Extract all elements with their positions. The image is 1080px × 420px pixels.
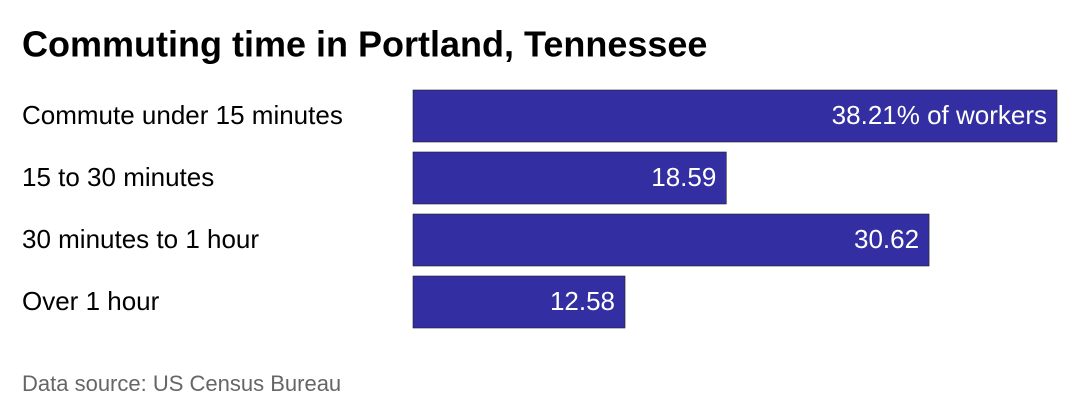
bar [412, 275, 626, 329]
value-label: 18.59 [651, 162, 716, 192]
value-label: 38.21% of workers [832, 100, 1047, 130]
category-label: Commute under 15 minutes [22, 100, 343, 130]
category-label: 15 to 30 minutes [22, 162, 214, 192]
bar [412, 89, 1058, 143]
category-label: Over 1 hour [22, 286, 160, 316]
bar [412, 151, 727, 205]
chart-title: Commuting time in Portland, Tennessee [22, 24, 707, 65]
source-note: Data source: US Census Bureau [22, 371, 341, 396]
value-label: 12.58 [550, 286, 615, 316]
bar [412, 213, 930, 267]
value-label: 30.62 [854, 224, 919, 254]
category-label: 30 minutes to 1 hour [22, 224, 259, 254]
